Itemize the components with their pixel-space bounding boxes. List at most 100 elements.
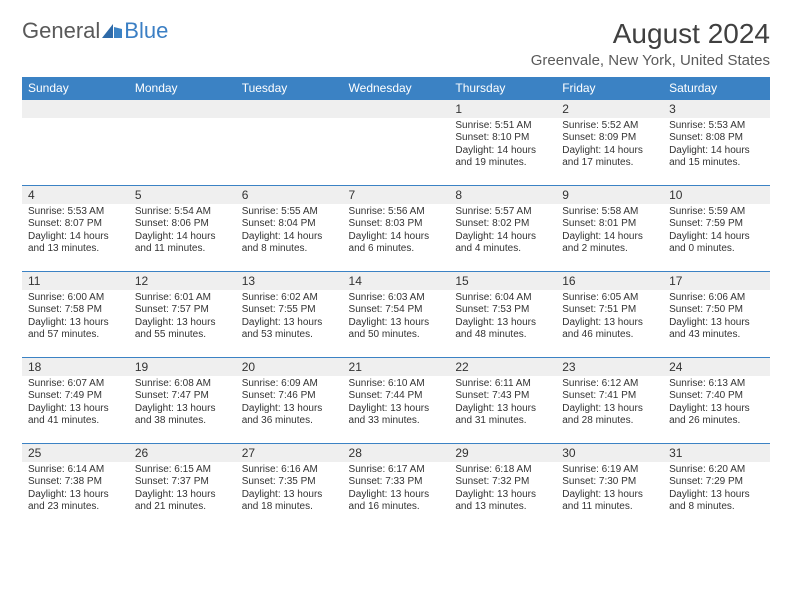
logo-text-general: General [22, 18, 100, 44]
daylight-text: and 15 minutes. [669, 157, 764, 170]
day-detail-cell [343, 118, 450, 186]
sunset-text: Sunset: 8:08 PM [669, 132, 764, 145]
daylight-text: and 17 minutes. [562, 157, 657, 170]
sunrise-text: Sunrise: 6:11 AM [455, 378, 550, 391]
day-detail-cell: Sunrise: 6:18 AMSunset: 7:32 PMDaylight:… [449, 462, 556, 530]
daylight-text: Daylight: 13 hours [28, 317, 123, 330]
day-detail-cell: Sunrise: 5:57 AMSunset: 8:02 PMDaylight:… [449, 204, 556, 272]
daynum-row: 18192021222324 [22, 358, 770, 376]
page-location: Greenvale, New York, United States [531, 52, 770, 69]
sunrise-text: Sunrise: 5:55 AM [242, 206, 337, 219]
daylight-text: and 41 minutes. [28, 415, 123, 428]
daylight-text: and 2 minutes. [562, 243, 657, 256]
sunset-text: Sunset: 7:57 PM [135, 304, 230, 317]
day-number-cell: 28 [343, 444, 450, 462]
logo: General Blue [22, 18, 168, 44]
sunset-text: Sunset: 7:47 PM [135, 390, 230, 403]
daylight-text: Daylight: 14 hours [349, 231, 444, 244]
day-number: 13 [242, 274, 255, 288]
sunset-text: Sunset: 7:33 PM [349, 476, 444, 489]
sunset-text: Sunset: 8:01 PM [562, 218, 657, 231]
title-block: August 2024 Greenvale, New York, United … [531, 18, 770, 69]
day-number: 25 [28, 446, 41, 460]
weekday-header: Saturday [663, 77, 770, 100]
daylight-text: Daylight: 14 hours [242, 231, 337, 244]
daynum-row: 25262728293031 [22, 444, 770, 462]
day-detail-cell: Sunrise: 5:52 AMSunset: 8:09 PMDaylight:… [556, 118, 663, 186]
day-detail-cell: Sunrise: 6:12 AMSunset: 7:41 PMDaylight:… [556, 376, 663, 444]
sunrise-text: Sunrise: 6:08 AM [135, 378, 230, 391]
day-number-cell: 7 [343, 186, 450, 204]
weekday-header: Wednesday [343, 77, 450, 100]
detail-row: Sunrise: 6:00 AMSunset: 7:58 PMDaylight:… [22, 290, 770, 358]
daylight-text: and 19 minutes. [455, 157, 550, 170]
sunset-text: Sunset: 8:02 PM [455, 218, 550, 231]
day-detail-cell: Sunrise: 6:17 AMSunset: 7:33 PMDaylight:… [343, 462, 450, 530]
day-number: 27 [242, 446, 255, 460]
day-number: 21 [349, 360, 362, 374]
daylight-text: and 11 minutes. [135, 243, 230, 256]
day-detail-cell: Sunrise: 5:53 AMSunset: 8:07 PMDaylight:… [22, 204, 129, 272]
day-detail-cell: Sunrise: 5:54 AMSunset: 8:06 PMDaylight:… [129, 204, 236, 272]
day-number-cell: 24 [663, 358, 770, 376]
day-number-cell: 5 [129, 186, 236, 204]
day-number-cell: 12 [129, 272, 236, 290]
sunset-text: Sunset: 7:41 PM [562, 390, 657, 403]
daylight-text: and 8 minutes. [242, 243, 337, 256]
day-number: 6 [242, 188, 249, 202]
sunrise-text: Sunrise: 5:52 AM [562, 120, 657, 133]
sunrise-text: Sunrise: 6:13 AM [669, 378, 764, 391]
daylight-text: Daylight: 13 hours [28, 489, 123, 502]
logo-text-blue: Blue [124, 18, 168, 44]
sunrise-text: Sunrise: 6:05 AM [562, 292, 657, 305]
detail-row: Sunrise: 5:53 AMSunset: 8:07 PMDaylight:… [22, 204, 770, 272]
sunset-text: Sunset: 7:55 PM [242, 304, 337, 317]
sunrise-text: Sunrise: 6:04 AM [455, 292, 550, 305]
day-detail-cell: Sunrise: 5:51 AMSunset: 8:10 PMDaylight:… [449, 118, 556, 186]
day-number: 12 [135, 274, 148, 288]
sunrise-text: Sunrise: 6:20 AM [669, 464, 764, 477]
sunrise-text: Sunrise: 6:17 AM [349, 464, 444, 477]
detail-row: Sunrise: 5:51 AMSunset: 8:10 PMDaylight:… [22, 118, 770, 186]
day-number: 22 [455, 360, 468, 374]
daylight-text: and 16 minutes. [349, 501, 444, 514]
calendar-page: General Blue August 2024 Greenvale, New … [0, 0, 792, 540]
daylight-text: and 28 minutes. [562, 415, 657, 428]
weekday-header: Monday [129, 77, 236, 100]
sunrise-text: Sunrise: 5:51 AM [455, 120, 550, 133]
day-number: 16 [562, 274, 575, 288]
daylight-text: and 21 minutes. [135, 501, 230, 514]
day-number: 4 [28, 188, 35, 202]
sunrise-text: Sunrise: 5:53 AM [28, 206, 123, 219]
sunrise-text: Sunrise: 5:54 AM [135, 206, 230, 219]
sunset-text: Sunset: 7:51 PM [562, 304, 657, 317]
calendar-table: Sunday Monday Tuesday Wednesday Thursday… [22, 77, 770, 530]
day-number: 2 [562, 102, 569, 116]
day-number-cell: 16 [556, 272, 663, 290]
daylight-text: and 33 minutes. [349, 415, 444, 428]
sunrise-text: Sunrise: 6:18 AM [455, 464, 550, 477]
sunrise-text: Sunrise: 6:12 AM [562, 378, 657, 391]
day-detail-cell: Sunrise: 6:07 AMSunset: 7:49 PMDaylight:… [22, 376, 129, 444]
day-number: 20 [242, 360, 255, 374]
daylight-text: Daylight: 13 hours [562, 317, 657, 330]
daylight-text: Daylight: 13 hours [28, 403, 123, 416]
sunset-text: Sunset: 7:37 PM [135, 476, 230, 489]
day-number: 26 [135, 446, 148, 460]
daylight-text: and 4 minutes. [455, 243, 550, 256]
day-number-cell [22, 100, 129, 118]
sunrise-text: Sunrise: 6:06 AM [669, 292, 764, 305]
day-detail-cell [22, 118, 129, 186]
daylight-text: and 50 minutes. [349, 329, 444, 342]
day-number: 19 [135, 360, 148, 374]
day-number-cell: 23 [556, 358, 663, 376]
daylight-text: Daylight: 13 hours [135, 489, 230, 502]
daylight-text: Daylight: 13 hours [562, 489, 657, 502]
daylight-text: Daylight: 13 hours [242, 489, 337, 502]
sunrise-text: Sunrise: 6:01 AM [135, 292, 230, 305]
daylight-text: Daylight: 14 hours [28, 231, 123, 244]
day-number-cell: 19 [129, 358, 236, 376]
day-detail-cell: Sunrise: 6:16 AMSunset: 7:35 PMDaylight:… [236, 462, 343, 530]
day-number-cell: 9 [556, 186, 663, 204]
sunset-text: Sunset: 8:10 PM [455, 132, 550, 145]
